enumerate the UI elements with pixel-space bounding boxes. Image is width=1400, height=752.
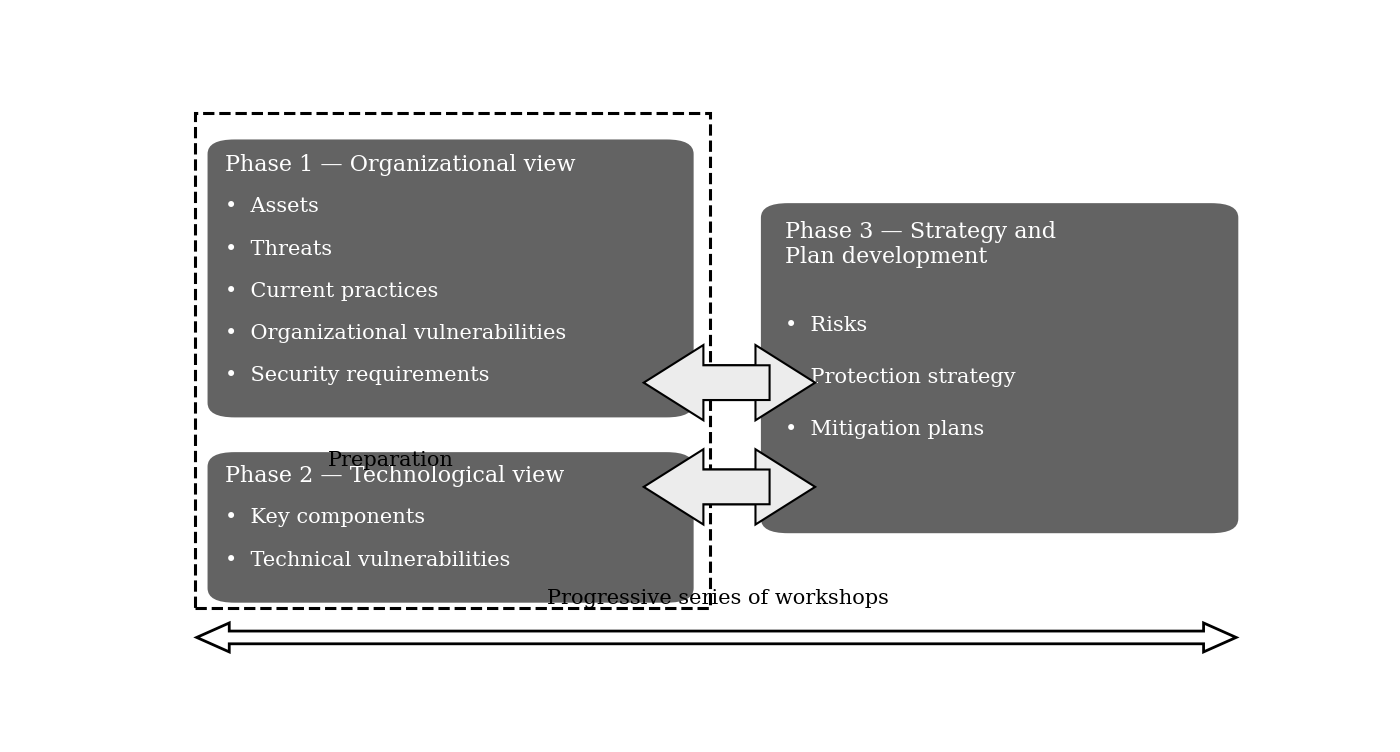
Text: Phase 3 — Strategy and
Plan development: Phase 3 — Strategy and Plan development (785, 220, 1056, 268)
Text: •  Security requirements: • Security requirements (225, 366, 490, 386)
Text: •  Key components: • Key components (225, 508, 426, 527)
Text: •  Organizational vulnerabilities: • Organizational vulnerabilities (225, 324, 566, 343)
Text: •  Mitigation plans: • Mitigation plans (785, 420, 984, 439)
Text: •  Protection strategy: • Protection strategy (785, 368, 1015, 387)
FancyBboxPatch shape (207, 452, 693, 602)
FancyBboxPatch shape (762, 203, 1238, 533)
Polygon shape (644, 449, 770, 525)
Text: •  Current practices: • Current practices (225, 282, 438, 301)
Text: Phase 2 — Technological view: Phase 2 — Technological view (225, 465, 564, 487)
Polygon shape (644, 345, 770, 420)
Text: •  Risks: • Risks (785, 316, 867, 335)
Text: Phase 1 — Organizational view: Phase 1 — Organizational view (225, 154, 575, 176)
Text: •  Threats: • Threats (225, 240, 332, 259)
FancyBboxPatch shape (207, 139, 693, 417)
Text: •  Assets: • Assets (225, 197, 319, 217)
Polygon shape (196, 623, 1236, 652)
Text: Progressive series of workshops: Progressive series of workshops (546, 589, 889, 608)
Polygon shape (689, 345, 815, 420)
Polygon shape (689, 449, 815, 525)
Bar (195, 114, 710, 608)
Text: •  Technical vulnerabilities: • Technical vulnerabilities (225, 550, 510, 569)
Text: Preparation: Preparation (328, 451, 454, 470)
